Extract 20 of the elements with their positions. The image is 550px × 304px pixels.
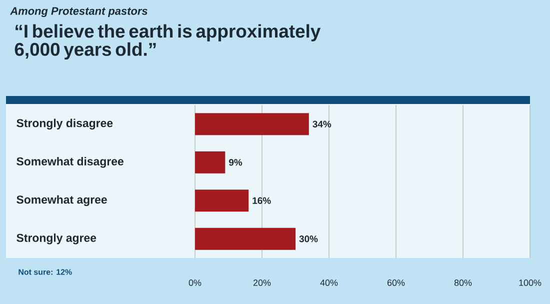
x-tick-label: 40% (320, 280, 338, 286)
y-tick-label: Strongly disagree (16, 118, 113, 130)
text: Among Protestant pastors (10, 7, 148, 17)
y-tick-label: Strongly agree (16, 234, 96, 244)
y-tick-label: Somewhat agree (16, 195, 107, 206)
x-tick-label: 100% (519, 280, 542, 286)
bar (195, 228, 296, 250)
data-label: 16% (252, 197, 271, 204)
bar (195, 151, 226, 174)
bar (195, 113, 309, 136)
x-tick-label: 20% (253, 280, 271, 286)
chart-title: “I believe the earth is approximately 6,000 years old.” (14, 24, 321, 60)
x-tick-label: 0% (188, 280, 202, 286)
x-tick-label: 80% (454, 280, 472, 286)
data-label: 30% (299, 236, 318, 242)
data-label: 34% (312, 120, 332, 128)
data-label: 9% (229, 159, 242, 166)
x-tick-label: 60% (387, 280, 405, 286)
bar (195, 190, 249, 212)
y-tick-label: Somewhat disagree (16, 157, 124, 168)
